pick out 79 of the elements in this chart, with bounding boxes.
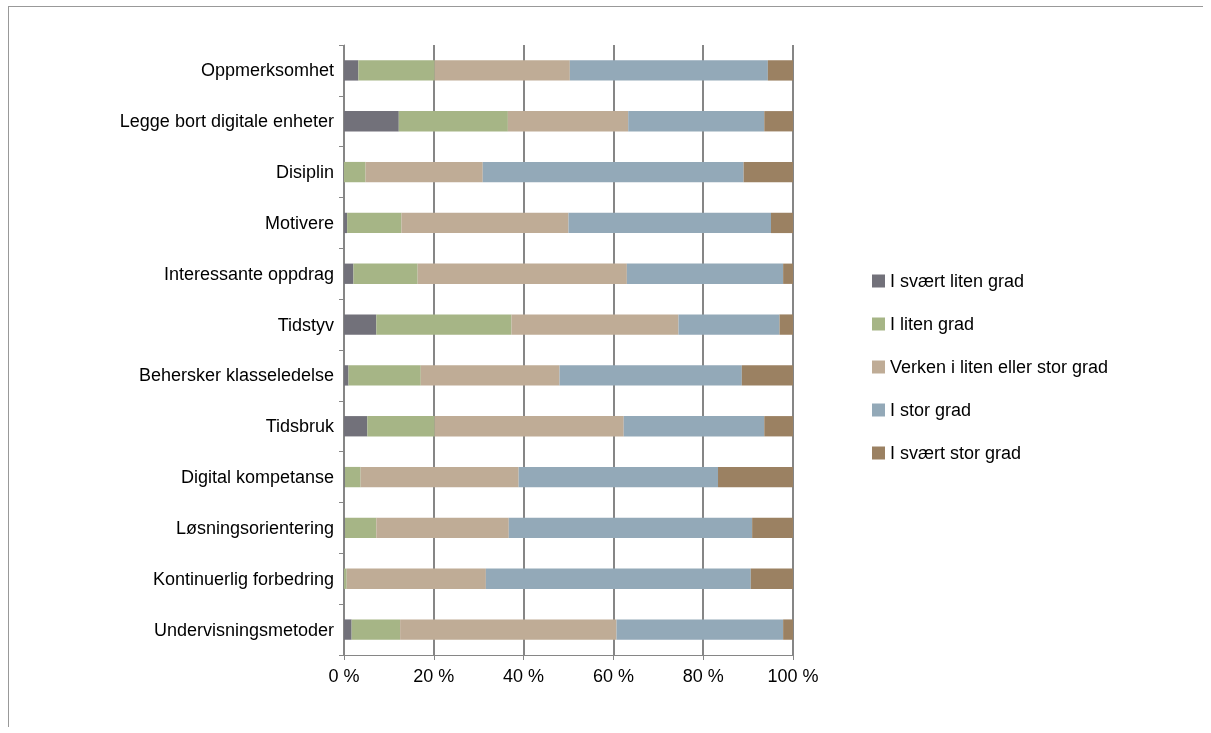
y-tick-label: Legge bort digitale enheter [119, 111, 334, 132]
bar [344, 365, 349, 386]
bar [434, 60, 570, 81]
bar [344, 619, 352, 640]
bar [616, 619, 784, 640]
bar [568, 212, 771, 234]
bar [344, 111, 399, 132]
bar [678, 314, 780, 335]
bar [559, 365, 742, 386]
x-tick-label: 20 % [413, 666, 455, 686]
bar [344, 517, 377, 539]
bar [347, 212, 402, 234]
bar [344, 568, 347, 589]
x-tick-label: 80 % [682, 666, 724, 686]
bar [518, 466, 719, 488]
y-tick-label: Disiplin [275, 162, 334, 183]
bar [365, 161, 483, 183]
y-tick-label: Behersker klasseledelse [138, 365, 334, 386]
bar [367, 416, 435, 437]
bar [420, 365, 560, 386]
x-tick-label: 40 % [503, 666, 545, 686]
y-tick-label: Tidstyv [277, 314, 334, 335]
bar [348, 365, 421, 386]
bar [344, 263, 354, 284]
bar [344, 161, 366, 183]
bar [346, 568, 486, 589]
bar [752, 517, 793, 539]
bar [434, 416, 624, 437]
bar [741, 365, 793, 386]
bar [626, 263, 784, 284]
bar [401, 212, 569, 234]
x-tick-label: 0 % [328, 666, 360, 686]
bar [750, 568, 793, 589]
bar [376, 314, 512, 335]
y-tick-label: Motivere [264, 212, 334, 233]
bar [400, 619, 617, 640]
y-tick-label: Tidsbruk [265, 416, 335, 437]
bar [779, 314, 793, 335]
bar [376, 517, 509, 539]
legend-label: Verken i liten eller stor grad [890, 357, 1109, 377]
x-tick-label: 100 % [767, 666, 819, 686]
y-tick-label: Undervisningsmetoder [153, 619, 334, 640]
y-tick-label: Interessante oppdrag [163, 263, 334, 284]
bar [771, 212, 793, 234]
bar [344, 212, 348, 234]
bar [508, 517, 753, 539]
y-tick-label: Kontinuerlig forbedring [152, 568, 334, 589]
bar [351, 619, 401, 640]
bar [507, 111, 629, 132]
bar [764, 416, 793, 437]
legend-label: I svært liten grad [890, 271, 1025, 291]
bar [718, 466, 793, 488]
legend-label: I svært stor grad [890, 443, 1022, 463]
bar [485, 568, 751, 589]
legend-label: I stor grad [890, 400, 972, 420]
bar [511, 314, 679, 335]
bar [353, 263, 418, 284]
bar [767, 60, 793, 81]
y-tick-label: Digital kompetanse [180, 467, 334, 488]
x-tick-label: 60 % [592, 666, 634, 686]
bar [398, 111, 508, 132]
bar [344, 314, 377, 335]
bar [344, 466, 361, 488]
bar [783, 263, 793, 284]
legend-label: I liten grad [890, 314, 975, 334]
bar [360, 466, 519, 488]
bar [628, 111, 765, 132]
bar [344, 416, 368, 437]
bar [482, 161, 744, 183]
bar [569, 60, 768, 81]
bar [743, 161, 793, 183]
bar [783, 619, 793, 640]
y-tick-label: Løsningsorientering [175, 517, 334, 538]
bar [358, 60, 435, 81]
y-tick-label: Oppmerksomhet [200, 60, 334, 81]
bar [417, 263, 627, 284]
bar [344, 60, 359, 81]
bar [764, 111, 793, 132]
bar [623, 416, 765, 437]
